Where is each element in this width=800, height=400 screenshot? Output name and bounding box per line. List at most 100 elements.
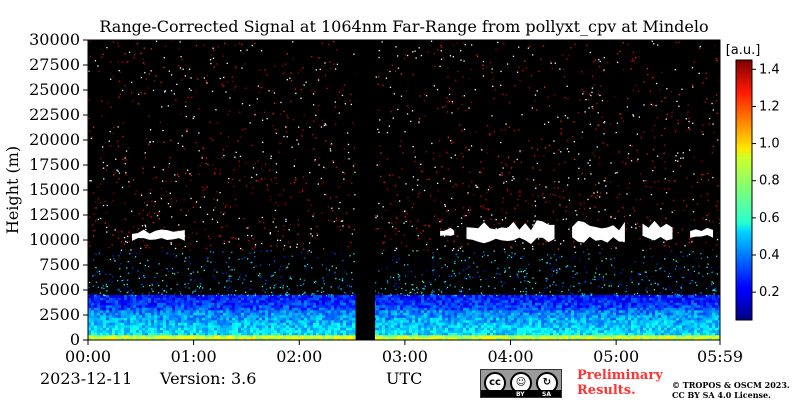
signal-cell <box>682 335 686 338</box>
signal-cell <box>268 302 272 306</box>
signal-cell <box>604 302 608 306</box>
signal-cell <box>589 325 593 328</box>
signal-cell <box>709 317 713 321</box>
signal-cell <box>334 295 338 298</box>
signal-cell <box>322 330 326 333</box>
signal-speck <box>187 293 189 295</box>
signal-cell <box>103 312 107 316</box>
signal-cell <box>607 327 611 331</box>
signal-cell <box>496 335 500 338</box>
signal-cell <box>169 332 173 336</box>
signal-cell <box>439 310 443 313</box>
signal-cell <box>601 310 605 313</box>
signal-cell <box>694 335 698 338</box>
signal-cell <box>637 310 641 313</box>
signal-speck <box>635 84 637 86</box>
signal-cell <box>649 310 653 313</box>
signal-cell <box>163 302 167 306</box>
signal-speck <box>527 47 529 49</box>
signal-speck <box>539 291 541 294</box>
signal-speck <box>557 248 560 250</box>
signal-speck <box>305 182 307 185</box>
signal-cell <box>634 327 638 331</box>
signal-cell <box>637 330 641 333</box>
signal-cell <box>640 305 644 308</box>
signal-speck <box>209 244 212 247</box>
signal-cell <box>697 337 701 340</box>
signal-cell <box>487 332 491 336</box>
signal-cell <box>139 325 143 328</box>
signal-cell <box>154 305 158 308</box>
signal-speck <box>332 210 334 212</box>
signal-cell <box>652 317 656 321</box>
signal-cell <box>442 327 446 331</box>
signal-cell <box>301 335 305 338</box>
signal-cell <box>244 300 248 303</box>
signal-cell <box>652 305 656 308</box>
signal-speck <box>301 293 304 296</box>
signal-cell <box>625 300 629 303</box>
signal-cell <box>127 327 131 331</box>
signal-cell <box>382 295 386 298</box>
signal-cell <box>565 302 569 306</box>
signal-speck <box>671 291 674 294</box>
signal-cell <box>385 317 389 321</box>
signal-cell <box>103 332 107 336</box>
signal-cell <box>118 312 122 316</box>
signal-cell <box>247 330 251 333</box>
signal-cell <box>580 320 584 323</box>
signal-cell <box>517 315 521 318</box>
signal-cell <box>193 307 197 311</box>
signal-cell <box>670 325 674 328</box>
signal-cell <box>289 295 293 298</box>
signal-cell <box>649 317 653 321</box>
signal-cell <box>466 337 470 340</box>
signal-cell <box>619 327 623 331</box>
signal-cell <box>334 330 338 333</box>
signal-speck <box>135 190 137 192</box>
signal-cell <box>352 322 356 326</box>
signal-cell <box>319 322 323 326</box>
signal-cell <box>166 310 170 313</box>
signal-cell <box>190 332 194 336</box>
signal-cell <box>199 320 203 323</box>
signal-cell <box>505 297 509 301</box>
signal-cell <box>598 335 602 338</box>
signal-cell <box>283 302 287 306</box>
signal-cell <box>376 320 380 323</box>
signal-cell <box>511 295 515 298</box>
signal-cell <box>193 335 197 338</box>
signal-speck <box>89 130 91 132</box>
signal-cell <box>439 332 443 336</box>
signal-cell <box>448 337 452 340</box>
signal-cell <box>151 337 155 340</box>
signal-speck <box>654 124 656 126</box>
signal-cell <box>409 305 413 308</box>
signal-cell <box>385 305 389 308</box>
signal-cell <box>187 310 191 313</box>
signal-cell <box>409 337 413 340</box>
signal-cell <box>100 297 104 301</box>
signal-cell <box>598 315 602 318</box>
signal-cell <box>376 325 380 328</box>
signal-speck <box>209 121 211 123</box>
signal-cell <box>577 295 581 298</box>
signal-speck <box>378 292 380 294</box>
signal-cell <box>673 320 677 323</box>
signal-cell <box>553 302 557 306</box>
signal-speck <box>341 220 344 222</box>
signal-cell <box>241 305 245 308</box>
signal-cell <box>106 315 110 318</box>
signal-cell <box>610 310 614 313</box>
signal-cell <box>394 302 398 306</box>
signal-cell <box>691 335 695 338</box>
signal-cell <box>424 322 428 326</box>
signal-cell <box>244 322 248 326</box>
signal-cell <box>295 330 299 333</box>
signal-cell <box>706 315 710 318</box>
signal-speck <box>194 279 196 281</box>
signal-cell <box>589 327 593 331</box>
signal-cell <box>100 295 104 298</box>
signal-cell <box>115 312 119 316</box>
signal-speck <box>112 41 114 43</box>
